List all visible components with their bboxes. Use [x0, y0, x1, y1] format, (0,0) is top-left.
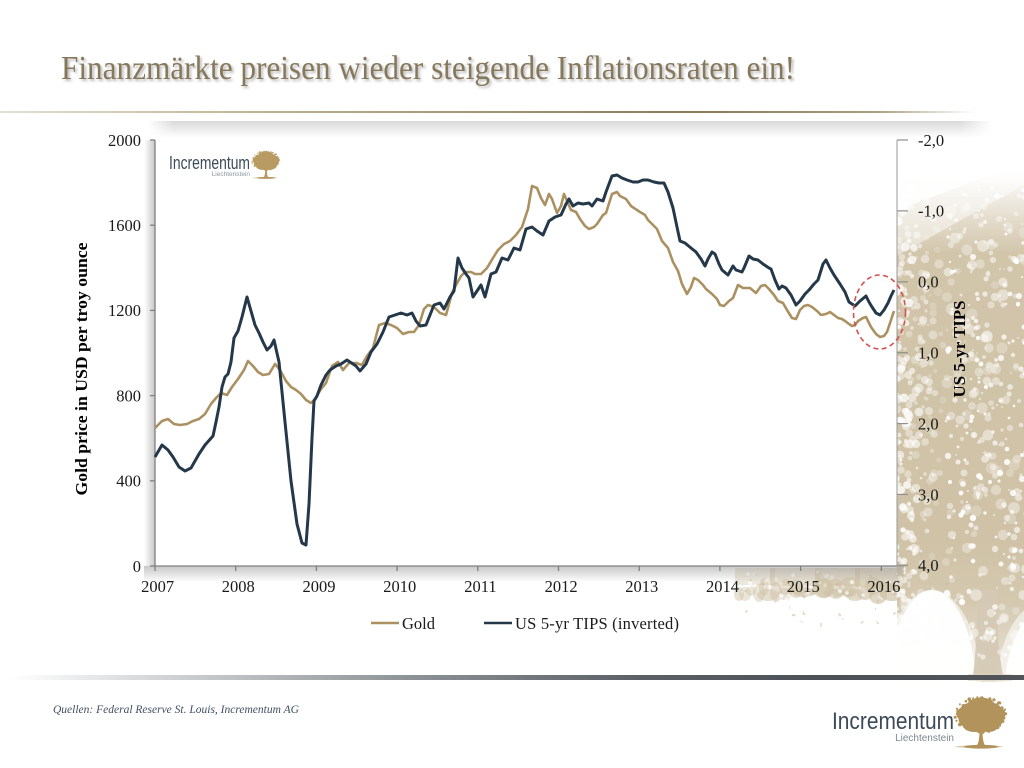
svg-text:2000: 2000 — [108, 131, 141, 150]
svg-text:-1,0: -1,0 — [918, 202, 944, 221]
svg-text:1600: 1600 — [108, 216, 141, 235]
svg-text:3,0: 3,0 — [918, 485, 939, 504]
svg-text:Incrementum: Incrementum — [832, 708, 954, 735]
svg-text:800: 800 — [116, 386, 141, 405]
svg-text:Liechtenstein: Liechtenstein — [212, 171, 251, 178]
svg-text:US 5-yr TIPS: US 5-yr TIPS — [950, 301, 969, 398]
svg-text:4,0: 4,0 — [918, 556, 939, 575]
svg-text:2013: 2013 — [625, 577, 658, 596]
svg-text:2007: 2007 — [141, 577, 174, 596]
svg-text:0: 0 — [133, 557, 141, 576]
svg-text:Incrementum: Incrementum — [169, 153, 250, 173]
svg-text:1,0: 1,0 — [918, 344, 939, 363]
svg-text:2015: 2015 — [787, 577, 820, 596]
svg-text:1200: 1200 — [108, 301, 141, 320]
svg-text:2011: 2011 — [464, 577, 496, 596]
svg-text:2012: 2012 — [545, 577, 578, 596]
svg-text:2016: 2016 — [867, 577, 900, 596]
svg-text:Liechtenstein: Liechtenstein — [895, 733, 954, 744]
svg-text:2009: 2009 — [303, 577, 336, 596]
svg-text:2008: 2008 — [222, 577, 255, 596]
svg-text:0,0: 0,0 — [918, 273, 939, 292]
svg-text:400: 400 — [116, 472, 141, 491]
svg-text:Gold: Gold — [402, 614, 436, 633]
svg-text:Gold price in USD per troy oun: Gold price in USD per troy ounce — [72, 242, 91, 495]
svg-text:2010: 2010 — [383, 577, 416, 596]
svg-text:2014: 2014 — [706, 577, 739, 596]
svg-text:2,0: 2,0 — [918, 414, 939, 433]
svg-text:-2,0: -2,0 — [918, 131, 944, 150]
svg-text:US 5-yr TIPS (inverted): US 5-yr TIPS (inverted) — [515, 614, 679, 633]
